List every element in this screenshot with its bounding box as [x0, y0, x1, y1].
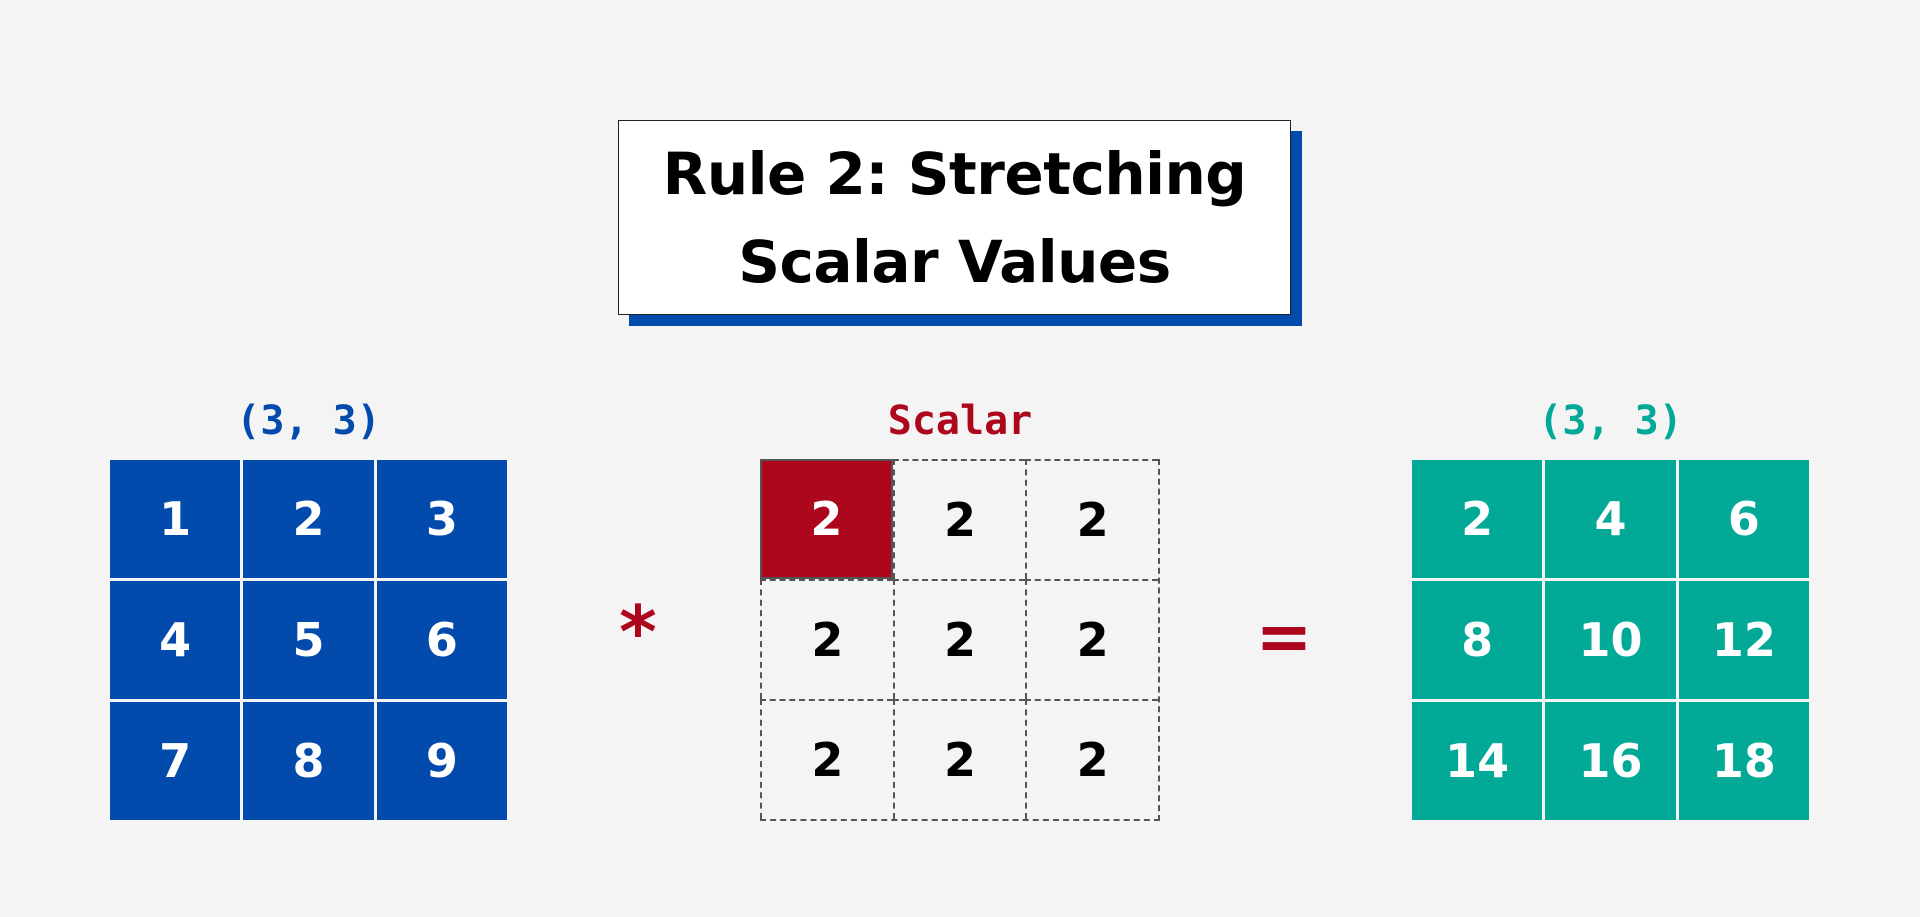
stretched-scalar-cell: 2 — [892, 579, 1026, 699]
scalar-matrix: 2 2 2 2 2 2 2 2 2 — [760, 459, 1160, 821]
left-matrix-cell: 3 — [376, 460, 507, 578]
left-matrix-cell: 8 — [243, 702, 374, 820]
result-matrix-shape-label: (3, 3) — [1538, 398, 1683, 444]
result-matrix-cell: 16 — [1545, 702, 1676, 820]
result-matrix: 2 4 6 8 10 12 14 16 18 — [1412, 460, 1809, 820]
left-matrix-cell: 1 — [110, 460, 241, 578]
result-matrix-cell: 8 — [1412, 581, 1543, 699]
equals-operator: = — [1255, 598, 1313, 677]
result-matrix-cell: 4 — [1545, 460, 1676, 578]
title-line-2: Scalar Values — [738, 227, 1171, 296]
stretched-scalar-cell: 2 — [892, 459, 1026, 579]
scalar-label: Scalar — [887, 398, 1033, 444]
left-matrix-cell: 6 — [376, 581, 507, 699]
result-matrix-cell: 6 — [1678, 460, 1809, 578]
result-matrix-cell: 10 — [1545, 581, 1676, 699]
left-matrix: 1 2 3 4 5 6 7 8 9 — [110, 460, 507, 820]
result-matrix-cell: 14 — [1412, 702, 1543, 820]
stretched-scalar-cell: 2 — [1025, 459, 1158, 579]
title-box: Rule 2: Stretching Scalar Values — [618, 120, 1291, 315]
result-matrix-cell: 12 — [1678, 581, 1809, 699]
result-matrix-cell: 2 — [1412, 460, 1543, 578]
result-matrix-cell: 18 — [1678, 702, 1809, 820]
left-matrix-cell: 7 — [110, 702, 241, 820]
stretched-scalar-cell: 2 — [760, 699, 893, 819]
left-matrix-cell: 2 — [243, 460, 374, 578]
left-matrix-cell: 5 — [243, 581, 374, 699]
stretched-scalar-cell: 2 — [892, 699, 1026, 819]
multiply-operator: * — [619, 590, 657, 674]
left-matrix-cell: 4 — [110, 581, 241, 699]
stretched-scalar-cell: 2 — [1025, 579, 1158, 699]
stretched-scalar-cell: 2 — [1025, 699, 1158, 819]
title-line-1: Rule 2: Stretching — [662, 139, 1247, 208]
scalar-value-cell: 2 — [760, 459, 893, 579]
stretched-scalar-cell: 2 — [760, 579, 893, 699]
left-matrix-cell: 9 — [376, 702, 507, 820]
left-matrix-shape-label: (3, 3) — [236, 398, 381, 444]
